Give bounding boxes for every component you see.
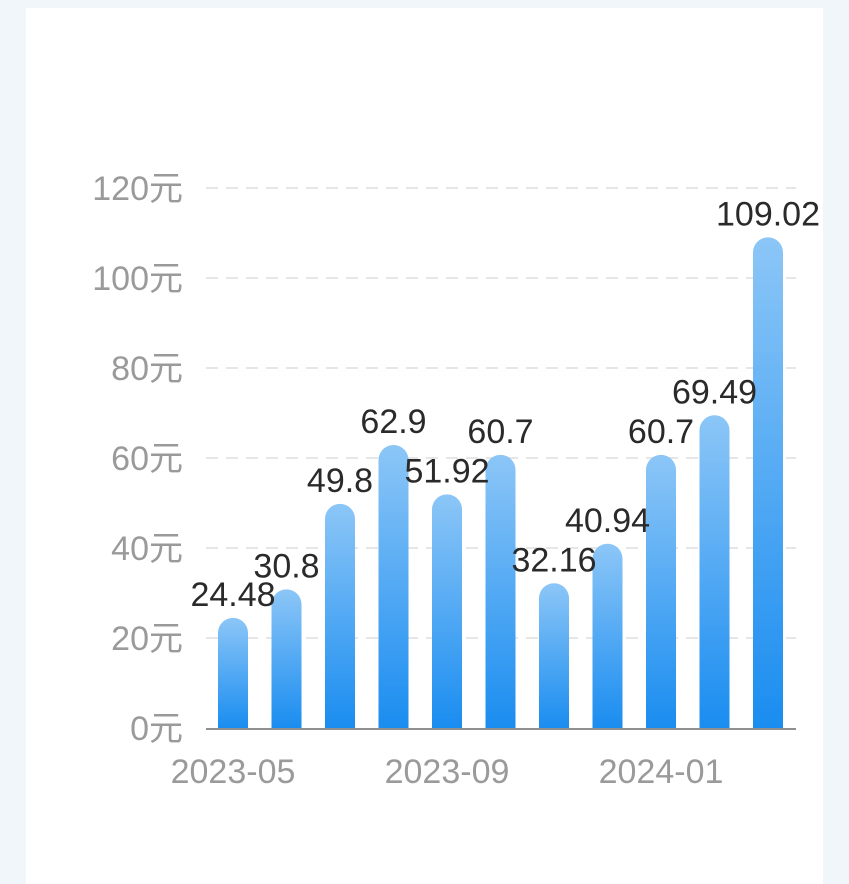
x-tick-label: 2023-05 [171,753,296,791]
bar-value-label: 69.49 [672,373,757,411]
bar [378,444,409,728]
x-tick-label: 2024-01 [599,753,724,791]
bar [753,237,783,728]
data-labels: 24.4830.849.862.951.9260.732.1640.9460.7… [190,195,820,613]
x-axis-ticks: 2023-05 2023-09 2024-01 [171,753,724,791]
bar [218,617,248,728]
bar-value-label: 30.8 [253,547,319,585]
grid-lines [206,187,796,639]
bar [539,583,569,728]
y-axis-ticks: 0元 20元 40元 60元 80元 100元 120元 [92,170,183,748]
y-tick-label: 100元 [92,260,183,298]
bar-value-label: 109.02 [716,195,820,233]
bar-value-label: 24.48 [190,576,275,614]
bar [699,415,730,728]
bar-value-label: 60.7 [467,413,533,451]
x-tick-label: 2023-09 [385,753,510,791]
y-tick-label: 80元 [111,350,183,388]
bar-value-label: 49.8 [307,462,373,500]
bar [646,454,676,728]
y-tick-label: 40元 [111,530,183,568]
bar [592,543,623,728]
bar [485,454,516,728]
bars [218,237,783,728]
y-tick-label: 60元 [111,440,183,478]
bar-value-label: 40.94 [565,502,650,540]
bar-value-label: 51.92 [404,452,489,490]
y-tick-label: 20元 [111,620,183,658]
bar-value-label: 62.9 [360,403,426,441]
y-tick-label: 120元 [92,170,183,208]
bar [325,503,355,728]
chart-card [26,8,823,884]
bar [432,494,462,728]
bar-value-label: 32.16 [511,541,596,579]
bar [271,589,302,728]
y-tick-label: 0元 [130,710,183,748]
bar-value-label: 60.7 [628,413,694,451]
